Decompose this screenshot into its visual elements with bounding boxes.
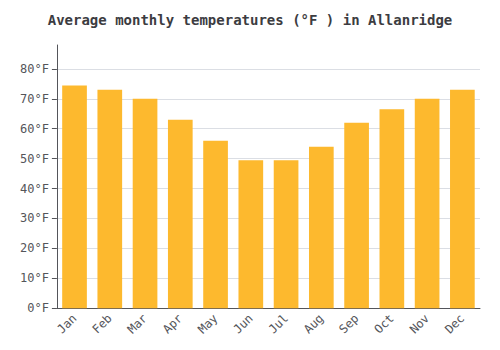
svg-text:Aug: Aug <box>301 311 326 336</box>
svg-text:Jan: Jan <box>54 311 79 336</box>
svg-text:Jun: Jun <box>231 311 256 336</box>
svg-text:20°F: 20°F <box>20 241 49 255</box>
svg-text:Nov: Nov <box>407 311 432 336</box>
svg-text:Jul: Jul <box>266 311 291 336</box>
svg-text:40°F: 40°F <box>20 182 49 196</box>
svg-text:60°F: 60°F <box>20 122 49 136</box>
svg-text:70°F: 70°F <box>20 92 49 106</box>
svg-text:50°F: 50°F <box>20 152 49 166</box>
svg-text:Mar: Mar <box>125 311 150 336</box>
svg-text:Apr: Apr <box>160 311 185 336</box>
svg-text:80°F: 80°F <box>20 62 49 76</box>
svg-text:Dec: Dec <box>442 311 467 336</box>
svg-text:Feb: Feb <box>90 311 115 336</box>
svg-text:Oct: Oct <box>372 311 397 336</box>
svg-text:10°F: 10°F <box>20 271 49 285</box>
svg-text:0°F: 0°F <box>27 301 49 315</box>
svg-text:Average monthly temperatures (: Average monthly temperatures (°F ) in Al… <box>48 12 453 28</box>
svg-text:Sep: Sep <box>336 311 361 336</box>
svg-text:May: May <box>195 311 220 336</box>
svg-text:30°F: 30°F <box>20 211 49 225</box>
